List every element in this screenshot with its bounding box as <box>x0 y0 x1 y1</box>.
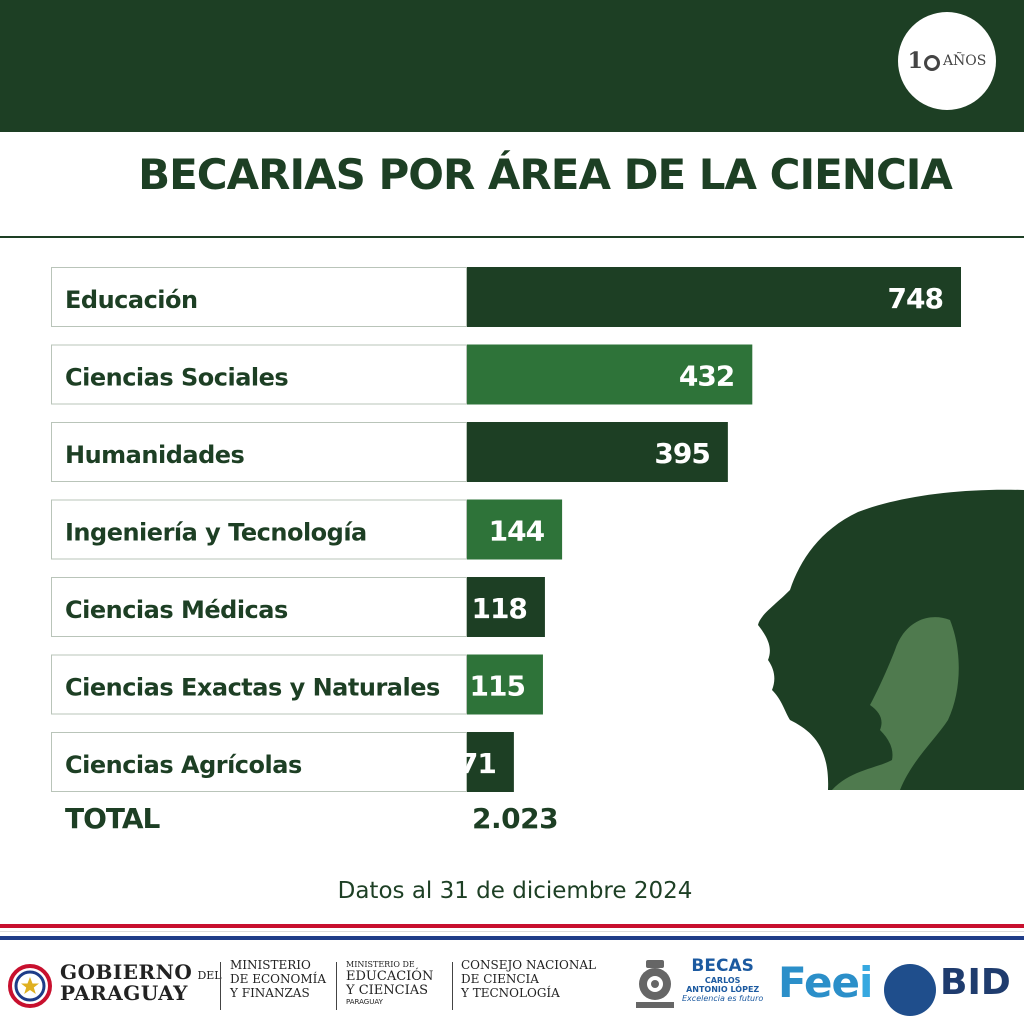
logo-separator <box>336 962 337 1010</box>
bar <box>467 344 753 405</box>
mec-line-1: MINISTERIO DE <box>346 960 415 969</box>
paraguay-seal-icon <box>8 964 52 1008</box>
bar-value-label: 118 <box>471 592 526 625</box>
category-label-box <box>51 499 467 560</box>
category-label-box <box>51 422 467 482</box>
conacyt-line-2: DE CIENCIA <box>461 972 539 986</box>
mec-line-2: EDUCACIÓN <box>346 969 434 984</box>
flag-stripe-red <box>0 924 1024 928</box>
category-label: Ciencias Sociales <box>65 364 288 392</box>
feei-text: Fee <box>778 958 860 1007</box>
bar <box>467 732 514 792</box>
flag-stripe-blue <box>0 936 1024 940</box>
bar <box>467 654 543 715</box>
category-label: Ciencias Médicas <box>65 596 288 624</box>
mef-line-3: Y FINANZAS <box>230 986 310 1000</box>
category-label-box <box>51 732 467 792</box>
logo-separator <box>452 962 453 1010</box>
becas-slogan: Excelencia es futuro <box>682 994 764 1003</box>
conacyt-line-1: CONSEJO NACIONAL <box>461 958 597 972</box>
logo-separator <box>220 962 221 1010</box>
gobierno-text: GOBIERNO <box>60 960 193 984</box>
bar <box>467 267 961 327</box>
mec-line-4: PARAGUAY <box>346 998 383 1006</box>
bar-value-label: 432 <box>679 360 734 393</box>
total-label: TOTAL <box>65 802 160 835</box>
category-label: Ciencias Exactas y Naturales <box>65 674 440 702</box>
bar <box>467 577 545 637</box>
category-label-box <box>51 654 467 715</box>
becas-carlos: CARLOS <box>704 976 741 985</box>
bar-value-label: 748 <box>888 282 943 315</box>
badge-anos: AÑOS <box>942 53 987 69</box>
feei-i-text: i <box>858 958 873 1007</box>
chart-title: BECARIAS POR ÁREA DE LA CIENCIA <box>138 150 953 199</box>
category-label: Educación <box>65 286 198 314</box>
mef-line-1: MINISTERIO <box>230 958 311 972</box>
gobierno-paraguay-logo: GOBIERNO DEL PARAGUAY <box>60 962 222 1003</box>
badge-number: 1 <box>907 48 923 74</box>
bar-value-label: 115 <box>469 670 524 703</box>
category-label-box <box>51 344 467 405</box>
ten-years-badge: 1 AÑOS <box>898 12 996 110</box>
bar <box>467 422 728 482</box>
conacyt-logo: CONSEJO NACIONAL DE CIENCIA Y TECNOLOGÍA <box>461 958 596 1000</box>
feei-logo: Feei <box>778 958 873 1007</box>
mef-line-2: DE ECONOMÍA <box>230 972 327 986</box>
bar-value-label: 144 <box>489 515 545 548</box>
gobierno-del-text: DEL <box>197 969 222 982</box>
becas-logo: BECAS CARLOS ANTONIO LÓPEZ Excelencia es… <box>682 956 763 1003</box>
category-label: Humanidades <box>65 441 245 469</box>
mec-line-3: Y CIENCIAS <box>346 983 429 998</box>
bar <box>467 499 563 560</box>
category-label-box <box>51 267 467 327</box>
data-date-note: Datos al 31 de diciembre 2024 <box>337 878 693 904</box>
title-divider <box>0 236 1024 238</box>
train-icon <box>636 960 674 1008</box>
sponsor-logos: GOBIERNO DEL PARAGUAY MINISTERIO DE ECON… <box>0 950 1024 1024</box>
mec-logo: MINISTERIO DE EDUCACIÓN Y CIENCIAS PARAG… <box>346 960 433 1007</box>
total-value: 2.023 <box>472 802 559 835</box>
paraguay-text: PARAGUAY <box>60 981 188 1005</box>
bid-logo: BID <box>940 962 1011 1003</box>
conacyt-line-3: Y TECNOLOGÍA <box>461 986 560 1000</box>
flag-stripe-white <box>0 931 1024 936</box>
becas-title: BECAS <box>691 956 754 976</box>
bar-value-label: 395 <box>654 437 709 470</box>
category-label: Ciencias Agrícolas <box>65 751 302 779</box>
header-band <box>0 0 1024 132</box>
bid-globe-icon <box>884 964 936 1016</box>
mef-logo: MINISTERIO DE ECONOMÍA Y FINANZAS <box>230 958 326 1000</box>
bar-value-label: 71 <box>459 747 496 780</box>
train-wheel-icon <box>923 55 940 71</box>
category-label: Ingeniería y Tecnología <box>65 519 367 547</box>
becas-antonio-lopez: ANTONIO LÓPEZ <box>686 985 760 994</box>
category-label-box <box>51 577 467 637</box>
